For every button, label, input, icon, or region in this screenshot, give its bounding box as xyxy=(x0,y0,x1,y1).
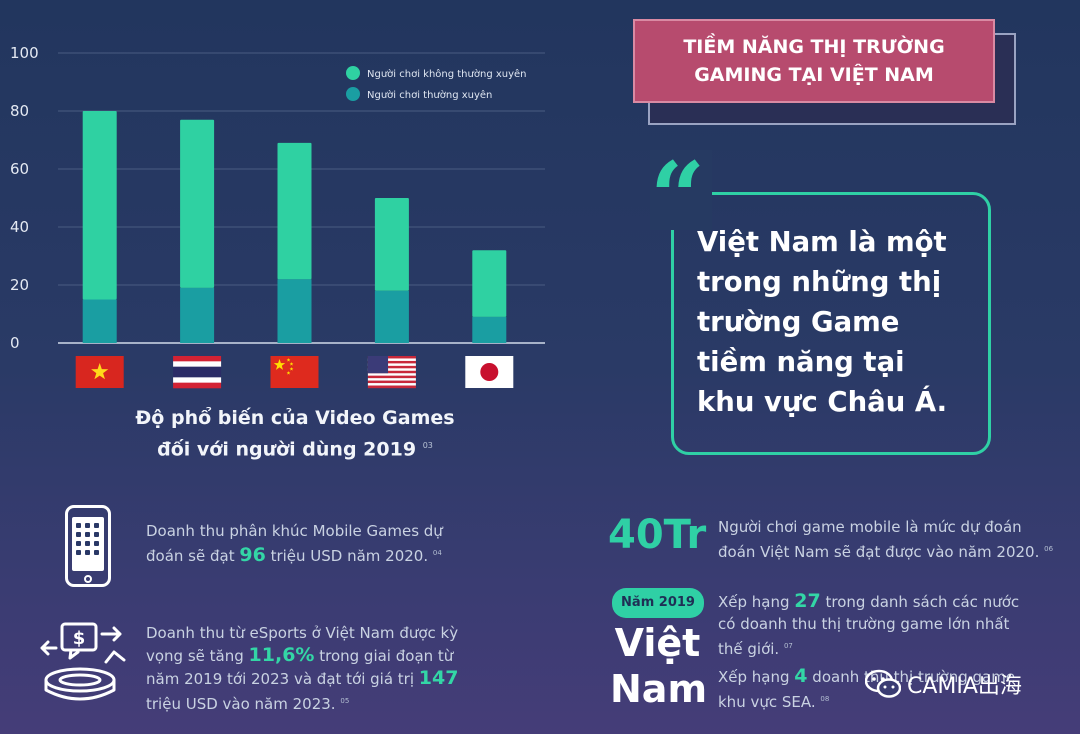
chart-bars xyxy=(82,111,507,343)
chart-title-line-1: Độ phổ biến của Video Games xyxy=(135,407,455,429)
bar-irregular-4 xyxy=(472,250,507,317)
banner-line-2: GAMING TẠI VIỆT NAM xyxy=(694,64,934,86)
y-tick-label: 100 xyxy=(10,44,39,62)
legend-marker xyxy=(346,66,360,80)
esports-revenue-value: 147 xyxy=(418,667,459,689)
svg-text:$: $ xyxy=(73,628,86,649)
quote-line-3: trường Game xyxy=(697,306,900,338)
players-line-1: Người chơi game mobile là mức dự đoán xyxy=(718,518,1022,536)
phone-screen xyxy=(72,517,104,571)
country-label: Việt Nam xyxy=(610,620,708,712)
esports-growth-value: 11,6% xyxy=(248,644,315,666)
flag-china-icon xyxy=(270,356,319,388)
y-axis-ticks: 100 80 60 40 20 0 xyxy=(10,44,39,352)
ranking-2-ref: 08 xyxy=(820,695,830,703)
players-big-number: 40Tr xyxy=(608,512,707,558)
mobile-revenue-text: Doanh thu phân khúc Mobile Games dự đoán… xyxy=(146,520,486,567)
chart-legend: Người chơi không thường xuyên Người chơi … xyxy=(346,66,527,101)
chart-title-ref: 03 xyxy=(422,441,433,450)
quote-text: Việt Nam là một trong những thị trường G… xyxy=(697,222,987,422)
flag-vietnam-icon xyxy=(75,356,124,388)
ranking-1-line-3: thế giới. xyxy=(718,640,780,658)
bar-irregular-3 xyxy=(374,198,409,291)
flag-usa-icon xyxy=(367,356,416,389)
players-ref: 06 xyxy=(1044,545,1054,553)
mobile-line-1: Doanh thu phân khúc Mobile Games dự xyxy=(146,522,443,540)
players-text: Người chơi game mobile là mức dự đoán đo… xyxy=(718,516,1070,563)
bar-regular-4 xyxy=(472,316,507,343)
banner-line-1: TIỀM NĂNG THỊ TRƯỜNG xyxy=(683,36,945,58)
flag-thailand-icon xyxy=(173,356,222,389)
mobile-ref: 04 xyxy=(432,549,442,557)
ranking-1-pre: Xếp hạng xyxy=(718,593,795,611)
bar-regular-0 xyxy=(82,299,117,343)
bar-regular-1 xyxy=(180,287,215,343)
legend-label: Người chơi không thường xuyên xyxy=(367,68,527,80)
watermark: CAMIA出海 xyxy=(865,668,1022,700)
esports-stadium-icon: $ xyxy=(40,622,126,701)
players-line-2: đoán Việt Nam sẽ đạt được vào năm 2020. xyxy=(718,543,1040,561)
esports-line-2-pre: vọng sẽ tăng xyxy=(146,647,249,665)
phone-home-button xyxy=(84,575,92,583)
category-flags xyxy=(75,356,514,389)
country-line-2: Nam xyxy=(610,667,708,711)
esports-line-4: triệu USD vào năm 2023. xyxy=(146,695,336,713)
esports-line-1: Doanh thu từ eSports ở Việt Nam được kỳ xyxy=(146,624,459,642)
y-tick-label: 60 xyxy=(10,160,29,178)
ranking-1-post: trong danh sách các nước xyxy=(820,593,1020,611)
bar-regular-3 xyxy=(374,290,409,343)
country-line-1: Việt xyxy=(614,621,701,665)
chart-title-line-2-text: đối với người dùng 2019 xyxy=(157,438,417,461)
ranking-global-text: Xếp hạng 27 trong danh sách các nước có … xyxy=(718,590,1068,660)
chart-title-line-2: đối với người dùng 2019 03 xyxy=(95,432,495,463)
quote-line-4: tiềm năng tại xyxy=(697,346,905,378)
esports-line-2-post: trong giai đoạn từ xyxy=(314,647,454,665)
bar-irregular-1 xyxy=(180,119,215,288)
legend-label: Người chơi thường xuyên xyxy=(367,89,492,101)
year-badge: Năm 2019 xyxy=(612,588,704,618)
ranking-1-line-2: có doanh thu thị trường game lớn nhất xyxy=(718,615,1010,633)
esports-line-3-pre: năm 2019 tới 2023 và đạt tới giá trị xyxy=(146,670,419,688)
flag-japan-icon xyxy=(465,356,514,388)
quote-line-2: trong những thị xyxy=(697,266,942,298)
ranking-2-pre: Xếp hạng xyxy=(718,668,795,686)
quote-line-5: khu vực Châu Á. xyxy=(697,386,948,418)
quote-line-1: Việt Nam là một xyxy=(697,226,947,258)
chart-title: Độ phổ biến của Video Games đối với ngườ… xyxy=(95,405,495,463)
bar-regular-2 xyxy=(277,279,312,343)
bar-irregular-2 xyxy=(277,142,312,280)
ranking-2-value: 4 xyxy=(794,665,808,687)
y-tick-label: 0 xyxy=(10,334,20,352)
ranking-1-value: 27 xyxy=(794,590,821,612)
legend-marker xyxy=(346,87,360,101)
quote-mark-icon: “ xyxy=(650,150,712,246)
y-tick-label: 80 xyxy=(10,102,29,120)
smartphone-icon xyxy=(65,505,111,587)
mobile-line-2-pre: đoán sẽ đạt xyxy=(146,547,240,565)
ranking-1-ref: 07 xyxy=(783,642,793,650)
watermark-text: CAMIA出海 xyxy=(907,674,1022,699)
title-banner: TIỀM NĂNG THỊ TRƯỜNG GAMING TẠI VIỆT NAM xyxy=(633,19,995,103)
esports-revenue-text: Doanh thu từ eSports ở Việt Nam được kỳ … xyxy=(146,622,506,715)
esports-ref: 05 xyxy=(340,697,350,705)
bar-chart: 100 80 60 40 20 0 Người chơi không thường xuy… xyxy=(10,44,545,389)
mobile-value: 96 xyxy=(239,544,266,566)
y-tick-label: 40 xyxy=(10,218,29,236)
bar-irregular-0 xyxy=(82,111,117,300)
ranking-2-line-2: khu vực SEA. xyxy=(718,693,816,711)
ranking-sea-text: Xếp hạng 4 doanh thu thị trường game khu… xyxy=(718,665,1068,713)
mobile-line-2-post: triệu USD năm 2020. xyxy=(265,547,429,565)
quote-box xyxy=(671,192,991,455)
wechat-icon xyxy=(865,669,901,698)
y-tick-label: 20 xyxy=(10,276,29,294)
ranking-2-post: doanh thu thị trường game xyxy=(807,668,1016,686)
